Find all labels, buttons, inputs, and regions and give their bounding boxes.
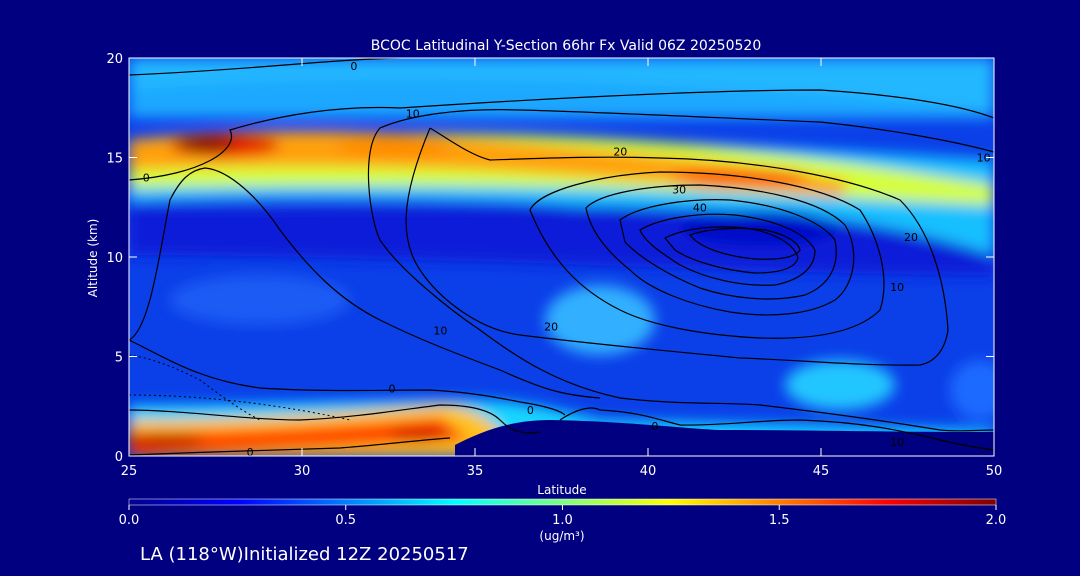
y-tick-label: 10 bbox=[106, 251, 123, 266]
contour-label: 20 bbox=[613, 146, 627, 159]
colorbar-label: (ug/m³) bbox=[539, 529, 584, 543]
contour-label: 20 bbox=[544, 321, 558, 334]
contour-label: 0 bbox=[527, 404, 534, 417]
y-tick-label: 15 bbox=[106, 152, 123, 167]
heatmap-field bbox=[129, 58, 994, 456]
contour-label: 20 bbox=[904, 231, 918, 244]
contour-line bbox=[559, 407, 994, 451]
contour-label: 0 bbox=[388, 382, 395, 395]
contour-line bbox=[585, 184, 855, 316]
contour-lines bbox=[129, 58, 994, 456]
contour-label: 10 bbox=[890, 281, 904, 294]
colorbar-tick-label: 1.0 bbox=[552, 513, 573, 528]
contour-line bbox=[129, 89, 994, 181]
contour-label: 10 bbox=[406, 108, 420, 121]
contour-line bbox=[129, 394, 351, 421]
init-caption: LA (118°W)Initialized 12Z 20250517 bbox=[140, 544, 469, 565]
contour-line bbox=[529, 171, 885, 339]
contour-line bbox=[129, 354, 261, 421]
x-tick-label: 30 bbox=[294, 464, 311, 479]
terrain-mask bbox=[455, 420, 994, 456]
y-axis-label: Altitude (km) bbox=[86, 219, 100, 298]
contour-line bbox=[129, 437, 451, 456]
contour-label: 0 bbox=[247, 446, 254, 459]
contour-label: 0 bbox=[350, 60, 357, 73]
y-axis: 0 5 10 15 20 bbox=[106, 52, 994, 465]
chart-title: BCOC Latitudinal Y-Section 66hr Fx Valid… bbox=[371, 38, 761, 54]
contour-line bbox=[405, 127, 949, 366]
x-tick-label: 45 bbox=[813, 464, 830, 479]
contour-line bbox=[367, 109, 994, 432]
contour-label: 10 bbox=[433, 325, 447, 338]
x-axis-label: Latitude bbox=[537, 483, 586, 497]
contour-line bbox=[639, 213, 816, 286]
colorbar-ticks: 0.0 0.5 1.0 1.5 2.0 bbox=[119, 505, 1007, 528]
y-tick-label: 5 bbox=[115, 351, 123, 366]
colorbar-tick-label: 2.0 bbox=[986, 513, 1007, 528]
contour-line bbox=[129, 58, 401, 76]
contour-line bbox=[664, 226, 799, 274]
x-tick-label: 50 bbox=[986, 464, 1003, 479]
x-tick-label: 35 bbox=[467, 464, 484, 479]
y-tick-label: 0 bbox=[115, 450, 123, 465]
contour-labels: 0 10 0 20 10 30 40 20 10 10 20 0 0 0 0 10 bbox=[143, 60, 991, 459]
contour-line bbox=[129, 339, 566, 416]
contour-line bbox=[129, 167, 601, 399]
colorbar bbox=[128, 498, 997, 506]
colorbar-tick-label: 1.5 bbox=[769, 513, 790, 528]
contour-label: 0 bbox=[143, 171, 150, 184]
contour-label: 30 bbox=[672, 183, 686, 196]
contour-label: 10 bbox=[890, 436, 904, 449]
contour-line bbox=[129, 404, 541, 434]
x-axis: 25 30 35 40 45 50 bbox=[121, 58, 1003, 479]
x-tick-label: 40 bbox=[640, 464, 657, 479]
contour-label: 0 bbox=[651, 420, 658, 433]
colorbar-tick-label: 0.0 bbox=[119, 513, 140, 528]
contour-label: 40 bbox=[693, 201, 707, 214]
contour-line bbox=[689, 227, 801, 260]
colorbar-tick-label: 0.5 bbox=[335, 513, 356, 528]
contour-line bbox=[619, 199, 837, 300]
contour-label: 10 bbox=[977, 152, 991, 165]
y-tick-label: 20 bbox=[106, 52, 123, 67]
x-tick-label: 25 bbox=[121, 464, 138, 479]
